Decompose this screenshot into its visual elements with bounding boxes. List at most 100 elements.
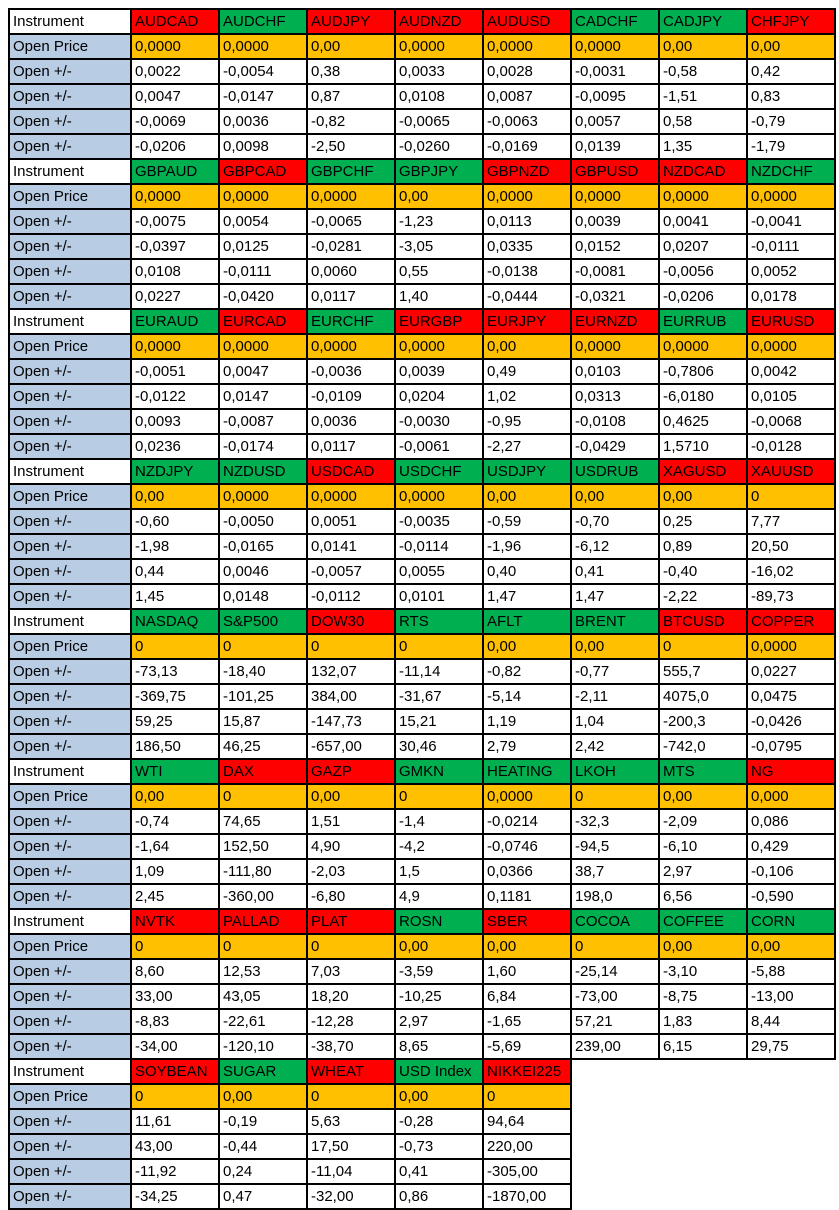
instrument-header-cell[interactable]: HEATING: [482, 758, 572, 785]
open-change-cell[interactable]: -0,74: [130, 808, 220, 835]
open-price-cell[interactable]: 0,00: [570, 633, 660, 660]
instrument-header-cell[interactable]: LKOH: [570, 758, 660, 785]
open-change-cell[interactable]: 1,35: [658, 133, 748, 160]
open-change-cell[interactable]: 5,63: [306, 1108, 396, 1135]
open-change-cell[interactable]: -73,00: [570, 983, 660, 1010]
open-change-cell[interactable]: 8,65: [394, 1033, 484, 1060]
open-change-cell[interactable]: -94,5: [570, 833, 660, 860]
row-label-cell[interactable]: Open +/-: [8, 1033, 132, 1060]
open-change-cell[interactable]: -0,0795: [746, 733, 836, 760]
row-label-cell[interactable]: Open +/-: [8, 958, 132, 985]
open-change-cell[interactable]: -0,0169: [482, 133, 572, 160]
open-price-cell[interactable]: 0: [394, 783, 484, 810]
open-price-cell[interactable]: 0,00: [306, 33, 396, 60]
open-change-cell[interactable]: -22,61: [218, 1008, 308, 1035]
open-change-cell[interactable]: -1,65: [482, 1008, 572, 1035]
open-price-cell[interactable]: 0,00: [658, 33, 748, 60]
open-change-cell[interactable]: 0,0204: [394, 383, 484, 410]
open-price-cell[interactable]: 0: [306, 1083, 396, 1110]
open-change-cell[interactable]: 1,04: [570, 708, 660, 735]
row-label-cell[interactable]: Open Price: [8, 33, 132, 60]
instrument-header-cell[interactable]: RTS: [394, 608, 484, 635]
open-change-cell[interactable]: -0,0108: [570, 408, 660, 435]
open-change-cell[interactable]: -0,0068: [746, 408, 836, 435]
open-change-cell[interactable]: 0,0335: [482, 233, 572, 260]
instrument-header-cell[interactable]: COPPER: [746, 608, 836, 635]
instrument-header-cell[interactable]: NZDCHF: [746, 158, 836, 185]
open-change-cell[interactable]: 1,19: [482, 708, 572, 735]
instrument-header-cell[interactable]: CORN: [746, 908, 836, 935]
row-label-cell[interactable]: Instrument: [8, 1058, 132, 1085]
instrument-header-cell[interactable]: GBPCAD: [218, 158, 308, 185]
instrument-header-cell[interactable]: AUDJPY: [306, 8, 396, 35]
row-label-cell[interactable]: Open +/-: [8, 658, 132, 685]
open-price-cell[interactable]: 0,00: [482, 633, 572, 660]
row-label-cell[interactable]: Open +/-: [8, 258, 132, 285]
instrument-header-cell[interactable]: SUGAR: [218, 1058, 308, 1085]
open-change-cell[interactable]: 6,84: [482, 983, 572, 1010]
open-change-cell[interactable]: -0,0065: [394, 108, 484, 135]
open-change-cell[interactable]: -34,00: [130, 1033, 220, 1060]
open-change-cell[interactable]: 33,00: [130, 983, 220, 1010]
instrument-header-cell[interactable]: USDCAD: [306, 458, 396, 485]
open-change-cell[interactable]: -1,4: [394, 808, 484, 835]
instrument-header-cell[interactable]: ROSN: [394, 908, 484, 935]
row-label-cell[interactable]: Open +/-: [8, 1008, 132, 1035]
open-change-cell[interactable]: -0,79: [746, 108, 836, 135]
open-change-cell[interactable]: -31,67: [394, 683, 484, 710]
open-change-cell[interactable]: 0,89: [658, 533, 748, 560]
open-change-cell[interactable]: 0,0041: [658, 208, 748, 235]
open-change-cell[interactable]: -2,22: [658, 583, 748, 610]
open-price-cell[interactable]: 0,0000: [482, 183, 572, 210]
open-price-cell[interactable]: 0,0000: [306, 483, 396, 510]
open-change-cell[interactable]: 186,50: [130, 733, 220, 760]
row-label-cell[interactable]: Open +/-: [8, 733, 132, 760]
open-price-cell[interactable]: 0,0000: [658, 183, 748, 210]
open-change-cell[interactable]: -111,80: [218, 858, 308, 885]
instrument-header-cell[interactable]: NIKKEI225: [482, 1058, 572, 1085]
row-label-cell[interactable]: Open Price: [8, 783, 132, 810]
open-change-cell[interactable]: 0,24: [218, 1158, 308, 1185]
open-price-cell[interactable]: 0,0000: [218, 33, 308, 60]
open-price-cell[interactable]: 0,00: [746, 33, 836, 60]
open-price-cell[interactable]: 0,0000: [570, 33, 660, 60]
open-change-cell[interactable]: -5,88: [746, 958, 836, 985]
instrument-header-cell[interactable]: S&P500: [218, 608, 308, 635]
open-change-cell[interactable]: 38,7: [570, 858, 660, 885]
open-change-cell[interactable]: 0,58: [658, 108, 748, 135]
open-change-cell[interactable]: -13,00: [746, 983, 836, 1010]
row-label-cell[interactable]: Instrument: [8, 758, 132, 785]
open-change-cell[interactable]: 7,77: [746, 508, 836, 535]
open-price-cell[interactable]: 0,00: [482, 333, 572, 360]
open-change-cell[interactable]: 15,21: [394, 708, 484, 735]
open-change-cell[interactable]: -0,0061: [394, 433, 484, 460]
open-price-cell[interactable]: 0,0000: [570, 333, 660, 360]
open-price-cell[interactable]: 0,0000: [306, 333, 396, 360]
open-change-cell[interactable]: 0,0117: [306, 283, 396, 310]
open-price-cell[interactable]: 0,0000: [570, 183, 660, 210]
open-price-cell[interactable]: 0,0000: [218, 333, 308, 360]
row-label-cell[interactable]: Open +/-: [8, 83, 132, 110]
open-change-cell[interactable]: -0,0057: [306, 558, 396, 585]
open-change-cell[interactable]: 0,0475: [746, 683, 836, 710]
open-change-cell[interactable]: -0,0206: [130, 133, 220, 160]
open-change-cell[interactable]: -32,00: [306, 1183, 396, 1210]
open-change-cell[interactable]: -0,0041: [746, 208, 836, 235]
open-change-cell[interactable]: 1,5: [394, 858, 484, 885]
open-change-cell[interactable]: -0,0063: [482, 108, 572, 135]
open-change-cell[interactable]: 0,86: [394, 1183, 484, 1210]
open-change-cell[interactable]: 0,38: [306, 58, 396, 85]
open-price-cell[interactable]: 0,0000: [394, 333, 484, 360]
open-change-cell[interactable]: 29,75: [746, 1033, 836, 1060]
open-change-cell[interactable]: 1,40: [394, 283, 484, 310]
open-change-cell[interactable]: 2,97: [394, 1008, 484, 1035]
row-label-cell[interactable]: Instrument: [8, 8, 132, 35]
open-change-cell[interactable]: -1,51: [658, 83, 748, 110]
open-change-cell[interactable]: 0,0060: [306, 258, 396, 285]
row-label-cell[interactable]: Open +/-: [8, 108, 132, 135]
open-change-cell[interactable]: -5,14: [482, 683, 572, 710]
row-label-cell[interactable]: Open +/-: [8, 283, 132, 310]
open-price-cell[interactable]: 0: [306, 933, 396, 960]
open-change-cell[interactable]: -0,28: [394, 1108, 484, 1135]
instrument-header-cell[interactable]: NZDJPY: [130, 458, 220, 485]
